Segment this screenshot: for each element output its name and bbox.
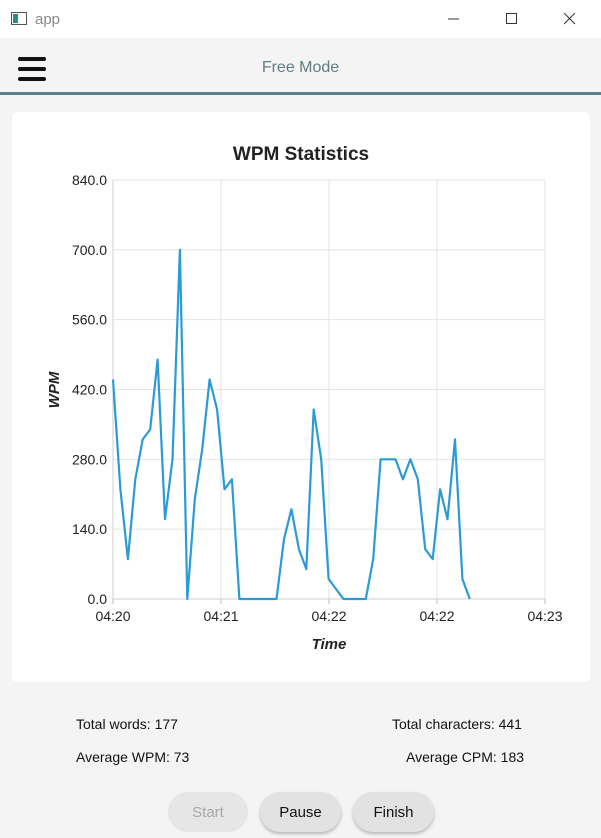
y-axis-label: WPM — [46, 371, 63, 408]
close-button[interactable] — [547, 0, 593, 38]
start-button[interactable]: Start — [168, 792, 248, 832]
x-axis-label: Time — [312, 636, 347, 653]
chart-grid — [112, 179, 546, 600]
average-cpm-stat: Average CPM: 183 — [406, 749, 525, 765]
y-axis-ticks: 0.0 140.0 280.0 420.0 560.0 700.0 840.0 — [72, 172, 107, 607]
chart-title: WPM Statistics — [233, 144, 369, 165]
hamburger-menu-icon[interactable] — [18, 57, 46, 81]
y-tick-label: 560.0 — [72, 312, 107, 328]
y-tick-label: 700.0 — [72, 242, 107, 258]
mode-title: Free Mode — [261, 59, 340, 76]
x-tick-label: 04:23 — [527, 608, 562, 624]
average-wpm-stat: Average WPM: 73 — [76, 749, 190, 765]
title-bar: app — [0, 0, 601, 38]
pause-button[interactable]: Pause — [260, 792, 341, 832]
minimize-button[interactable] — [431, 0, 477, 38]
x-tick-label: 04:22 — [419, 608, 454, 624]
chart-card: 0.0 140.0 280.0 420.0 560.0 700.0 840.0 04:20 0… — [12, 112, 590, 682]
y-tick-label: 0.0 — [88, 591, 108, 607]
window-title: app — [35, 11, 61, 28]
y-tick-label: 420.0 — [72, 382, 107, 398]
x-tick-label: 04:22 — [311, 608, 346, 624]
close-icon — [564, 13, 576, 25]
maximize-button[interactable] — [489, 0, 535, 38]
minimize-icon — [448, 18, 459, 20]
finish-button[interactable]: Finish — [353, 792, 434, 832]
app-header: Free Mode — [0, 38, 601, 95]
app-window-icon — [11, 12, 27, 25]
y-tick-label: 140.0 — [72, 521, 107, 537]
y-tick-label: 280.0 — [72, 451, 107, 467]
maximize-icon — [506, 13, 517, 24]
x-tick-label: 04:21 — [203, 608, 238, 624]
y-tick-label: 840.0 — [72, 172, 107, 188]
wpm-series-line — [111, 248, 471, 601]
total-characters-stat: Total characters: 441 — [392, 716, 522, 732]
x-tick-label: 04:20 — [95, 608, 130, 624]
x-axis-ticks: 04:20 04:21 04:22 04:22 04:23 — [95, 599, 563, 624]
total-words-stat: Total words: 177 — [76, 716, 178, 732]
